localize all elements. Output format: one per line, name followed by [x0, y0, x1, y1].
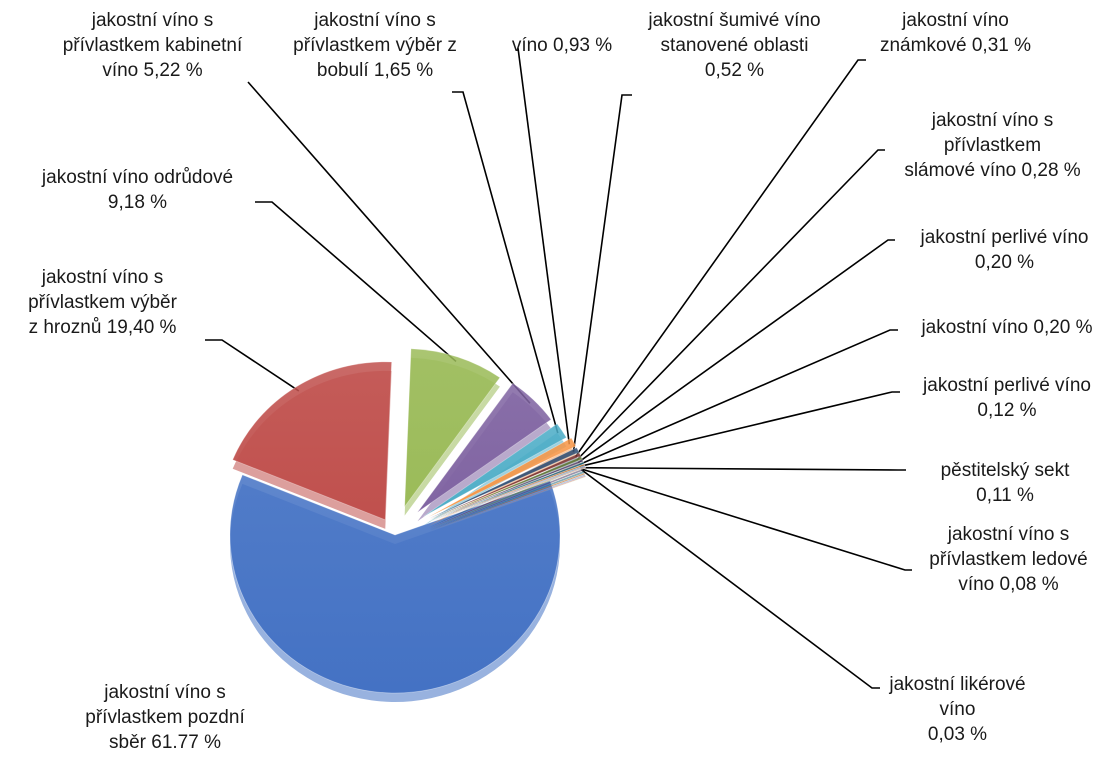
label-kabinetni: jakostní víno s přívlastkem kabinetní ví… — [62, 10, 243, 81]
pie-slice-5 — [428, 437, 577, 518]
leader-line-5 — [517, 47, 571, 445]
pie-slice-side-9 — [430, 468, 584, 530]
label-ledove: jakostní víno s přívlastkem ledové víno … — [929, 524, 1088, 595]
leader-line-2 — [255, 201, 457, 363]
leader-line-4 — [452, 91, 559, 434]
leader-line-14 — [580, 468, 880, 689]
leader-line-1 — [205, 339, 300, 392]
leader-line-6 — [572, 94, 632, 453]
leader-line-8 — [576, 149, 885, 461]
leader-line-12 — [580, 466, 906, 471]
leader-line-3 — [247, 81, 531, 404]
label-slamove: jakostní víno s přívlastkem slámové víno… — [904, 110, 1081, 181]
pie-slice-6 — [429, 447, 580, 519]
label-vyber-z-bobuli: jakostní víno s přívlastkem výběr z bobu… — [293, 10, 457, 81]
pie-slice-side-13 — [430, 475, 586, 531]
leader-line-9 — [577, 239, 895, 464]
label-znamkove: jakostní víno známkové 0,31 % — [879, 10, 1032, 56]
pie-slice-2 — [404, 348, 501, 508]
leader-line-10 — [578, 329, 898, 466]
pie-slice-14 — [430, 467, 587, 523]
pie-slice-13 — [430, 466, 587, 523]
label-odrudove: jakostní víno odrůdové 9,18 % — [41, 167, 234, 213]
leader-line-7 — [574, 59, 866, 457]
label-pozdni-sber: jakostní víno s přívlastkem pozdní sběr … — [85, 682, 245, 753]
leader-line-11 — [579, 391, 900, 468]
pie-slice-7 — [429, 452, 582, 520]
pie-slice-side-10 — [430, 470, 585, 531]
pie-slice-side-14 — [430, 476, 586, 531]
pie-slice-1 — [232, 361, 393, 521]
pie-slice-12 — [430, 465, 586, 523]
pie-slice-3 — [417, 382, 552, 513]
label-jakostni-vino: jakostní víno 0,20 % — [921, 317, 1093, 338]
leader-line-13 — [580, 468, 912, 571]
leader-lines — [205, 47, 912, 689]
label-perlive-012: jakostní perlivé víno 0,12 % — [923, 375, 1091, 421]
label-vyber-z-hroznu: jakostní víno s přívlastkem výběr z hroz… — [28, 267, 177, 338]
pie-slice-0 — [229, 474, 561, 694]
pie-slice-9 — [430, 459, 584, 521]
label-perlive-020: jakostní perlivé víno 0,20 % — [920, 227, 1089, 273]
pie-slice-side-11 — [430, 473, 585, 531]
label-vino: víno 0,93 % — [511, 35, 613, 56]
pie-slice-4 — [423, 423, 567, 517]
label-sekt: pěstitelský sekt 0,11 % — [940, 460, 1070, 506]
label-sumive: jakostní šumivé víno stanovené oblasti 0… — [648, 10, 821, 81]
pie-slice-side-12 — [430, 474, 586, 531]
pie-slice-10 — [430, 461, 585, 522]
label-likerove: jakostní likérové víno 0,03 % — [889, 674, 1026, 745]
pie-slice-11 — [430, 463, 586, 522]
pie-slices — [229, 348, 587, 703]
pie-slice-8 — [429, 456, 583, 521]
